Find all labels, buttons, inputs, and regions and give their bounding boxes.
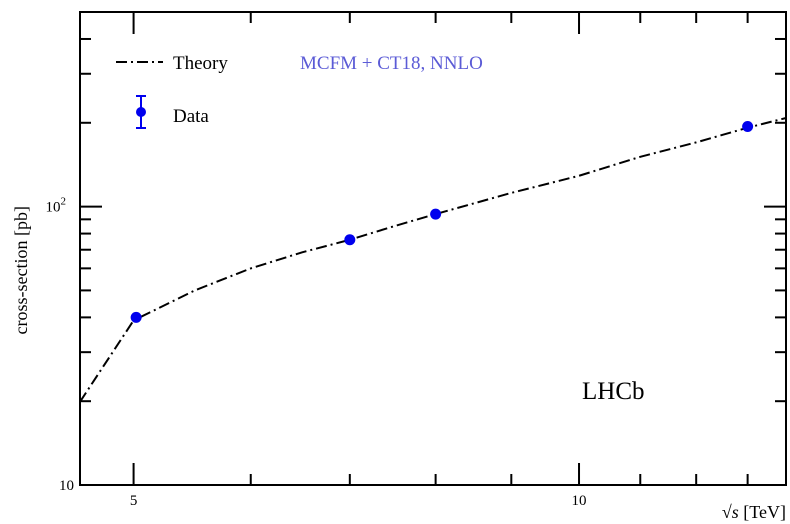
- x-axis-title-var: s: [732, 502, 739, 522]
- y-axis-title: cross-section [pb]: [11, 206, 31, 334]
- axis-tick-labels: 5 10 10 102: [46, 196, 587, 509]
- legend-data-marker: [136, 107, 146, 117]
- legend: Theory Data: [116, 53, 228, 129]
- legend-data-label: Data: [173, 106, 209, 127]
- data-point: [344, 234, 356, 246]
- axis-ticks: [80, 11, 786, 486]
- legend-theory-label: Theory: [173, 53, 228, 74]
- y-tick-label: 102: [46, 196, 67, 216]
- experiment-label: LHCb: [582, 378, 645, 405]
- x-tick-label: 10: [572, 493, 587, 509]
- theory-series-line: [79, 117, 787, 403]
- x-axis-title: √s [TeV]: [722, 502, 786, 522]
- x-axis-title-unit: [TeV]: [739, 502, 786, 522]
- x-tick-label: 5: [130, 493, 138, 509]
- data-point: [742, 120, 754, 132]
- data-point: [130, 311, 142, 323]
- generator-annotation: MCFM + CT18, NNLO: [300, 53, 483, 74]
- x-axis-title-root: √: [722, 502, 732, 522]
- y-tick-label: 10: [59, 478, 74, 494]
- plot-frame: [79, 11, 787, 486]
- data-point: [430, 208, 442, 220]
- data-series-points: [130, 120, 754, 323]
